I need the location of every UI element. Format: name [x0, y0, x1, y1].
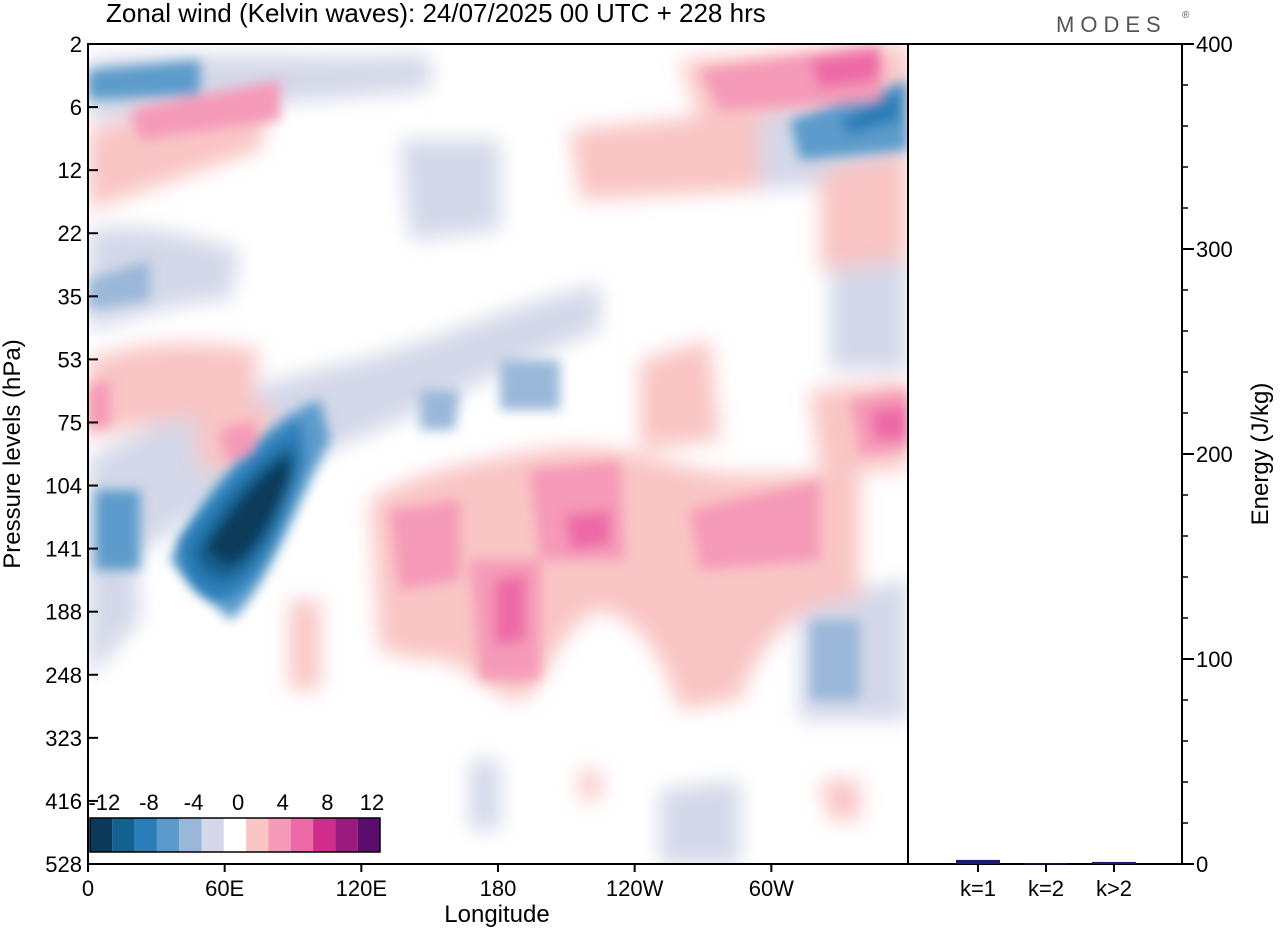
chart-title: Zonal wind (Kelvin waves): 24/07/2025 00… — [106, 0, 766, 28]
colorbar-swatch — [134, 818, 157, 852]
colorbar-label: 8 — [321, 790, 333, 815]
y-tick-label: 141 — [45, 537, 82, 562]
y-axis-ticks: 2 6 12 22 35 53 75 104 141 188 248 323 416 528 — [45, 32, 98, 877]
x-axis-ticks: 0 60E 120E 180 120W 60W — [82, 864, 794, 901]
colorbar-swatch — [335, 818, 358, 852]
energy-axis-label: Energy (J/kg) — [1247, 383, 1274, 526]
colorbar-swatch — [223, 818, 247, 852]
colorbar-swatch — [201, 818, 224, 852]
y-tick-label: 528 — [45, 852, 82, 877]
wind-field — [88, 44, 908, 864]
colorbar-frame — [89, 817, 381, 853]
energy-category-label: k=2 — [1028, 876, 1064, 901]
colorbar-swatch — [313, 818, 336, 852]
x-tick-label: 180 — [480, 876, 517, 901]
colorbar-swatch — [357, 818, 380, 852]
y-tick-label: 188 — [45, 600, 82, 625]
y-tick-label: 104 — [45, 474, 82, 499]
energy-bar — [956, 859, 1000, 864]
brand-logo: MODES — [1056, 12, 1167, 37]
energy-tick-label: 400 — [1196, 32, 1233, 57]
colorbar-swatch — [156, 818, 180, 852]
colorbar-label: 4 — [277, 790, 289, 815]
y-axis-label: Pressure levels (hPa) — [0, 339, 26, 568]
x-tick-label: 120W — [606, 876, 664, 901]
x-axis-label: Longitude — [444, 901, 549, 928]
y-tick-label: 12 — [58, 158, 82, 183]
brand-registered-mark: ® — [1182, 10, 1190, 21]
x-tick-label: 60W — [749, 876, 794, 901]
y-tick-label: 35 — [58, 284, 82, 309]
x-tick-label: 60E — [205, 876, 244, 901]
colorbar: -12 -8 -4 0 4 8 12 — [88, 790, 384, 853]
energy-category-label: k=1 — [960, 876, 996, 901]
y-tick-label: 6 — [70, 95, 82, 120]
energy-bar — [1092, 861, 1136, 864]
y-tick-label: 22 — [58, 221, 82, 246]
colorbar-swatch — [268, 818, 291, 852]
y-tick-label: 416 — [45, 789, 82, 814]
x-tick-label: 0 — [82, 876, 94, 901]
energy-panel: 0 100 200 300 400 k=1 k=2 k>2 — [956, 32, 1233, 901]
y-tick-label: 75 — [58, 410, 82, 435]
colorbar-swatch — [179, 818, 202, 852]
energy-category-label: k>2 — [1096, 876, 1132, 901]
colorbar-swatch — [90, 818, 113, 852]
x-tick-label: 120E — [336, 876, 387, 901]
colorbar-label: 12 — [360, 790, 384, 815]
colorbar-swatch — [112, 818, 135, 852]
y-tick-label: 248 — [45, 663, 82, 688]
energy-tick-label: 300 — [1196, 237, 1233, 262]
energy-tick-label: 100 — [1196, 647, 1233, 672]
energy-tick-label: 200 — [1196, 442, 1233, 467]
energy-tick-label: 0 — [1196, 852, 1208, 877]
colorbar-label: 0 — [232, 790, 244, 815]
colorbar-label: -8 — [139, 790, 159, 815]
y-tick-label: 53 — [58, 347, 82, 372]
colorbar-swatch — [246, 818, 269, 852]
colorbar-label: -4 — [184, 790, 204, 815]
energy-bar — [1024, 863, 1068, 865]
colorbar-swatch — [290, 818, 314, 852]
y-tick-label: 2 — [70, 32, 82, 57]
colorbar-label: -12 — [88, 790, 120, 815]
y-tick-label: 323 — [45, 726, 82, 751]
energy-panel-frame — [907, 43, 1183, 865]
